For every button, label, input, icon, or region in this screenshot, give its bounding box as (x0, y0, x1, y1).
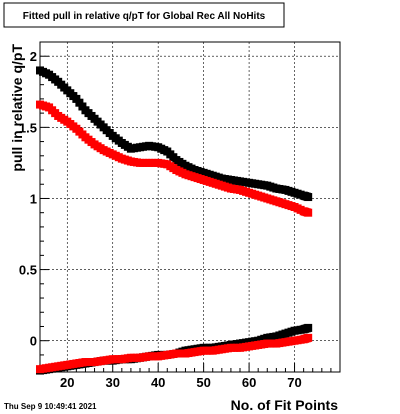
plot-frame (39, 41, 341, 373)
tick-labels: 20 30 40 50 60 70 0 0.5 1 1.5 2 (19, 49, 302, 390)
x-tick-label: 60 (242, 375, 256, 390)
series-1 (36, 100, 313, 217)
x-tick-label: 50 (196, 375, 210, 390)
data-point (304, 323, 313, 332)
data-point (304, 193, 313, 202)
y-tick-label: 0 (30, 334, 37, 349)
timestamp: Thu Sep 9 10:49:41 2021 (4, 402, 97, 411)
y-tick-label: 2 (30, 49, 37, 64)
y-tick-label: 1.5 (19, 120, 37, 135)
x-tick-label: 30 (105, 375, 119, 390)
x-tick-label: 20 (60, 375, 74, 390)
x-axis-title: No. of Fit Points (231, 397, 339, 413)
data-point (304, 208, 313, 217)
x-tick-label: 70 (287, 375, 301, 390)
series-3 (36, 333, 313, 374)
chart-title: Fitted pull in relative q/pT for Global … (23, 11, 266, 22)
data-point (304, 333, 313, 342)
y-axis-title: pull in relative q/pT (9, 44, 25, 172)
y-tick-label: 1 (30, 191, 37, 206)
title-box (3, 2, 285, 28)
data-series (36, 66, 313, 375)
x-tick-label: 40 (151, 375, 165, 390)
series-0 (36, 66, 313, 202)
y-tick-label: 0.5 (19, 263, 37, 278)
